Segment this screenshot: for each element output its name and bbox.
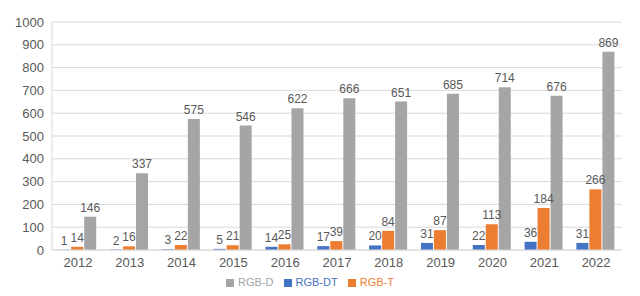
svg-text:900: 900 [22,37,44,52]
html-text:RGB-T: RGB-T [359,276,394,288]
svg-text:400: 400 [22,151,44,166]
svg-text:546: 546 [236,110,256,124]
html-text:RGB-D: RGB-D [238,276,274,288]
svg-text:300: 300 [22,174,44,189]
svg-text:22: 22 [174,229,188,243]
svg-text:36: 36 [524,226,538,240]
svg-text:100: 100 [22,220,44,235]
svg-text:2021: 2021 [530,255,559,270]
html-text:RGB-DT: RGB-DT [295,276,338,288]
svg-text:84: 84 [381,215,395,229]
svg-text:869: 869 [598,36,618,50]
svg-text:25: 25 [278,228,292,242]
svg-text:184: 184 [534,192,554,206]
svg-text:16: 16 [122,230,136,244]
svg-text:2018: 2018 [374,255,403,270]
svg-text:2013: 2013 [115,255,144,270]
svg-text:31: 31 [576,227,590,241]
svg-text:2020: 2020 [478,255,507,270]
svg-text:676: 676 [547,80,567,94]
svg-text:3: 3 [165,233,172,247]
svg-text:500: 500 [22,129,44,144]
svg-text:14: 14 [265,231,279,245]
svg-text:20: 20 [368,229,382,243]
svg-text:1: 1 [61,234,68,248]
svg-text:0: 0 [37,243,44,258]
svg-text:14: 14 [71,231,85,245]
svg-text:2017: 2017 [323,255,352,270]
svg-text:113: 113 [482,208,501,222]
svg-text:685: 685 [443,78,463,92]
svg-text:22: 22 [472,229,486,243]
svg-text:266: 266 [585,173,605,187]
svg-text:1000: 1000 [15,15,44,30]
svg-text:651: 651 [391,86,411,100]
svg-text:146: 146 [80,201,100,215]
svg-text:800: 800 [22,60,44,75]
svg-text:2015: 2015 [219,255,248,270]
svg-text:87: 87 [433,214,447,228]
svg-text:39: 39 [330,225,344,239]
svg-text:2014: 2014 [167,255,196,270]
svg-text:5: 5 [216,233,223,247]
svg-text:666: 666 [339,82,359,96]
svg-text:2012: 2012 [63,255,92,270]
svg-text:2016: 2016 [271,255,300,270]
svg-text:2: 2 [113,234,120,248]
svg-text:31: 31 [420,227,434,241]
svg-text:622: 622 [287,92,307,106]
svg-text:575: 575 [184,103,204,117]
svg-text:337: 337 [132,157,152,171]
svg-text:21: 21 [226,229,240,243]
svg-text:600: 600 [22,106,44,121]
svg-text:714: 714 [495,71,515,85]
svg-text:700: 700 [22,83,44,98]
svg-text:17: 17 [317,230,331,244]
svg-text:2022: 2022 [582,255,611,270]
svg-text:2019: 2019 [426,255,455,270]
svg-text:200: 200 [22,197,44,212]
